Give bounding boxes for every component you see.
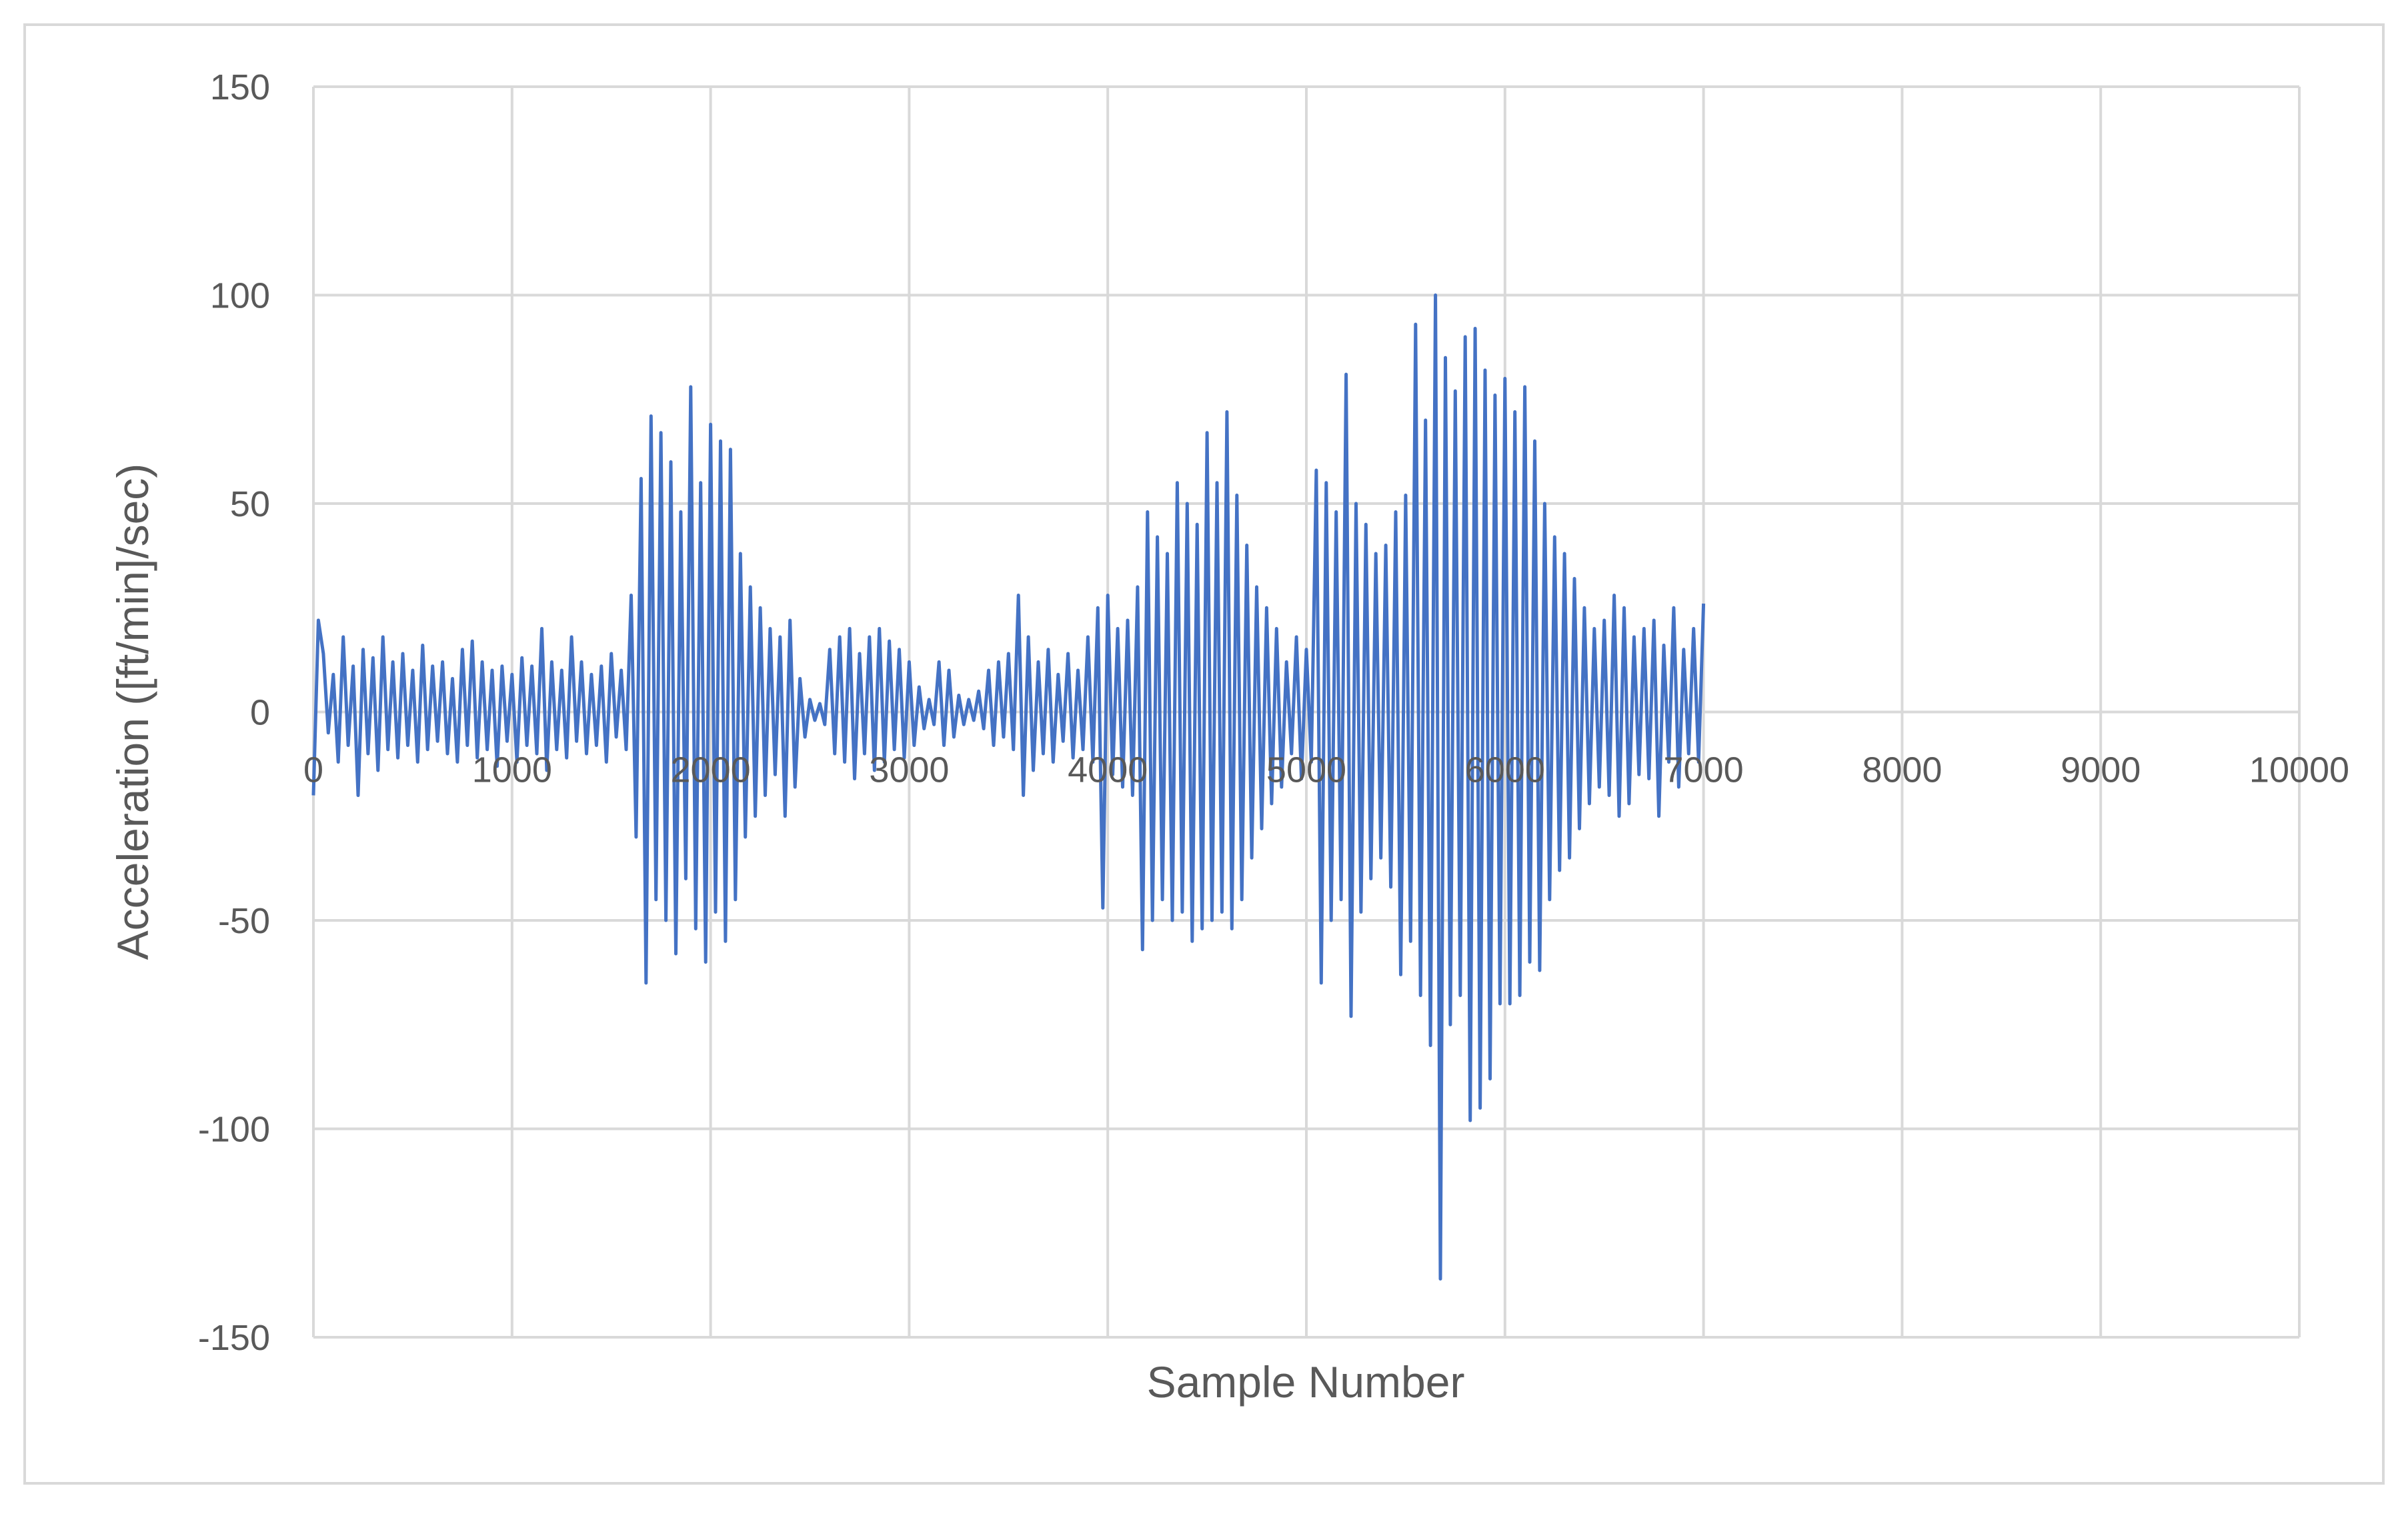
y-tick-label: 0	[250, 693, 270, 733]
series-line	[311, 293, 1706, 1281]
y-tick-label: 100	[210, 276, 270, 316]
y-axis-title: Acceleration ([ft/min]/sec)	[108, 464, 157, 960]
gridlines	[312, 85, 2301, 1339]
y-axis-tick-labels: 150 100 50 0 -50 -100 -150	[198, 67, 270, 1358]
x-tick-label: 7000	[1664, 750, 1744, 790]
x-tick-label: 0	[303, 750, 323, 790]
x-tick-label: 1000	[472, 750, 552, 790]
series-layer	[311, 293, 1706, 1281]
y-tick-label: -150	[198, 1318, 270, 1358]
x-tick-label: 8000	[1862, 750, 1942, 790]
x-tick-label: 2000	[671, 750, 751, 790]
y-tick-label: 50	[230, 484, 270, 524]
x-tick-label: 4000	[1068, 750, 1148, 790]
y-tick-label: -50	[218, 901, 270, 941]
x-tick-label: 10000	[2249, 750, 2349, 790]
x-axis-tick-labels: 0 1000 2000 3000 4000 5000 6000 7000 8000 9000 100…	[303, 750, 2349, 790]
y-tick-label: -100	[198, 1110, 270, 1150]
y-tick-label: 150	[210, 67, 270, 107]
x-axis-title: Sample Number	[1147, 1357, 1465, 1407]
x-tick-label: 6000	[1465, 750, 1545, 790]
x-tick-label: 5000	[1266, 750, 1346, 790]
x-tick-label: 9000	[2061, 750, 2141, 790]
x-tick-label: 3000	[869, 750, 949, 790]
